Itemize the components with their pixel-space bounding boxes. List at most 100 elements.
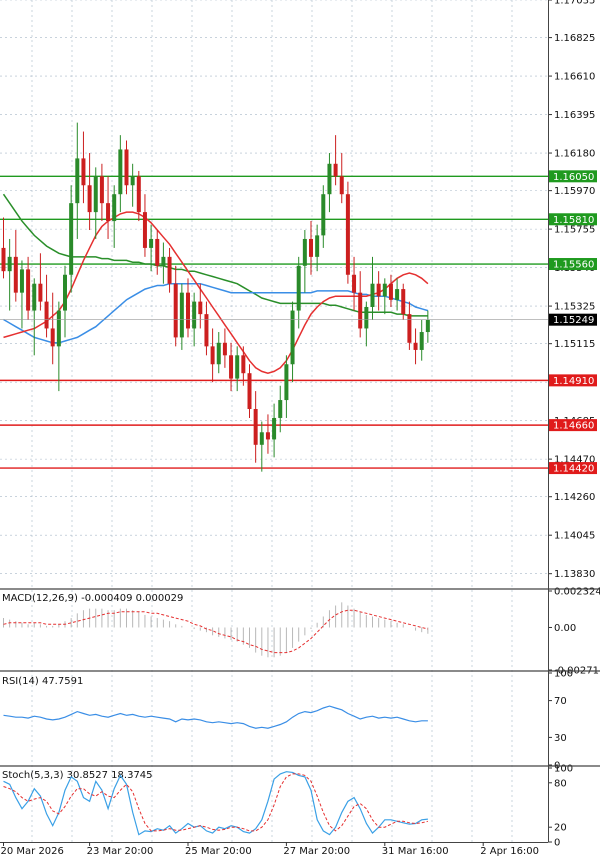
candle-body <box>149 238 154 248</box>
time-tick-label: 20 Mar 2026 <box>1 846 64 857</box>
price-tick-label: 1.14470 <box>554 455 595 466</box>
stoch-signal-line <box>3 773 429 832</box>
candle-body <box>198 301 203 315</box>
level-price-label: 1.14420 <box>553 464 594 475</box>
candle-body <box>382 283 387 297</box>
level-price-tag <box>549 170 597 183</box>
candle-body <box>345 194 350 275</box>
candle-body <box>192 301 197 329</box>
price-tick-label: 1.16395 <box>554 110 595 121</box>
candle-body <box>13 256 18 293</box>
moving-average-line <box>2 193 428 317</box>
rsi-pane[interactable]: RSI(14) 47.7591 <box>2 676 428 729</box>
candle-body <box>44 301 49 329</box>
candle-body <box>290 310 295 365</box>
macd-title: MACD(12,26,9) -0.000409 0.000029 <box>2 593 183 604</box>
candle-body <box>235 355 240 379</box>
candle-body <box>302 238 307 266</box>
candle-body <box>278 400 283 418</box>
candle-body <box>136 176 141 213</box>
candle-body <box>358 292 363 329</box>
price-tick-label: 1.15115 <box>554 339 595 350</box>
level-price-tag <box>549 258 597 271</box>
candle-body <box>333 163 338 177</box>
level-price-tag <box>549 213 597 226</box>
candle-body <box>309 238 313 257</box>
candle-body <box>253 409 258 445</box>
candle-body <box>26 269 31 311</box>
candle-body <box>69 203 74 275</box>
time-tick-label: 25 Mar 20:00 <box>185 846 252 857</box>
moving-average-line <box>3 282 429 344</box>
time-tick-label: 27 Mar 20:00 <box>283 846 350 857</box>
candle-body <box>75 158 80 204</box>
candle-body <box>38 283 43 302</box>
time-tick-label: 23 Mar 20:00 <box>87 846 154 857</box>
candle-body <box>186 292 190 329</box>
candle-body <box>161 256 166 266</box>
stoch-title: Stoch(5,3,3) 30.8527 18.3745 <box>2 770 153 781</box>
candle-body <box>419 332 424 350</box>
candle-body <box>179 292 184 338</box>
moving-average-line <box>3 211 429 374</box>
current-price-tag <box>549 313 597 326</box>
stoch-tick-label: 80 <box>554 778 567 789</box>
candle-body <box>124 149 129 186</box>
candle-body <box>210 346 215 365</box>
candle-body <box>222 342 227 356</box>
time-tick-label: 31 Mar 16:00 <box>382 846 449 857</box>
rsi-tick-label: 70 <box>554 696 567 707</box>
macd-signal-line <box>3 609 429 654</box>
stoch-tick-label: 0 <box>554 838 560 849</box>
candle-body <box>272 417 277 440</box>
price-tick-label: 1.15970 <box>554 186 595 197</box>
rsi-tick-label: 100 <box>554 669 573 680</box>
candle-body <box>19 269 24 293</box>
candle-body <box>388 283 393 300</box>
candle-body <box>93 176 98 213</box>
candle-body <box>376 283 381 297</box>
price-tick-label: 1.16180 <box>554 149 595 160</box>
price-pane[interactable] <box>0 122 548 472</box>
grid-layer <box>0 0 548 842</box>
candle-body <box>407 314 412 343</box>
candle-body <box>370 283 375 307</box>
macd-tick-label: 0.002324 <box>554 587 600 598</box>
stoch-tick-label: 100 <box>554 764 573 775</box>
candle-body <box>352 274 357 293</box>
price-tick-label: 1.15755 <box>554 225 595 236</box>
candle-body <box>99 176 104 204</box>
level-price-label: 1.16050 <box>553 172 594 183</box>
level-price-label: 1.15810 <box>553 215 594 226</box>
candle-body <box>339 176 344 195</box>
stoch-pane[interactable]: Stoch(5,3,3) 30.8527 18.3745 <box>2 770 429 836</box>
candle-body <box>315 235 320 257</box>
candle-body <box>241 355 246 374</box>
rsi-title: RSI(14) 47.7591 <box>2 676 83 687</box>
candle-body <box>1 247 6 272</box>
candle-body <box>167 256 172 284</box>
candle-body <box>296 265 301 311</box>
price-tick-label: 1.16610 <box>554 72 595 83</box>
candle-body <box>63 274 67 311</box>
time-tick-label: 2 Apr 16:00 <box>480 846 539 857</box>
price-tick-label: 1.14260 <box>554 492 595 503</box>
price-tick-label: 1.16825 <box>554 33 595 44</box>
candle-body <box>265 432 270 440</box>
candle-body <box>142 212 147 248</box>
candle-body <box>112 194 117 222</box>
candle-body <box>118 149 123 195</box>
price-tick-label: 1.15325 <box>554 302 595 313</box>
candle-body <box>216 342 221 365</box>
candle-body <box>247 373 252 410</box>
candle-body <box>87 185 92 213</box>
candle-body <box>327 163 332 195</box>
candle-body <box>425 319 430 333</box>
level-price-label: 1.14910 <box>553 376 594 387</box>
macd-pane[interactable]: MACD(12,26,9) -0.000409 0.000029 <box>2 593 429 658</box>
candle-body <box>204 314 209 347</box>
candle-body <box>56 310 61 347</box>
